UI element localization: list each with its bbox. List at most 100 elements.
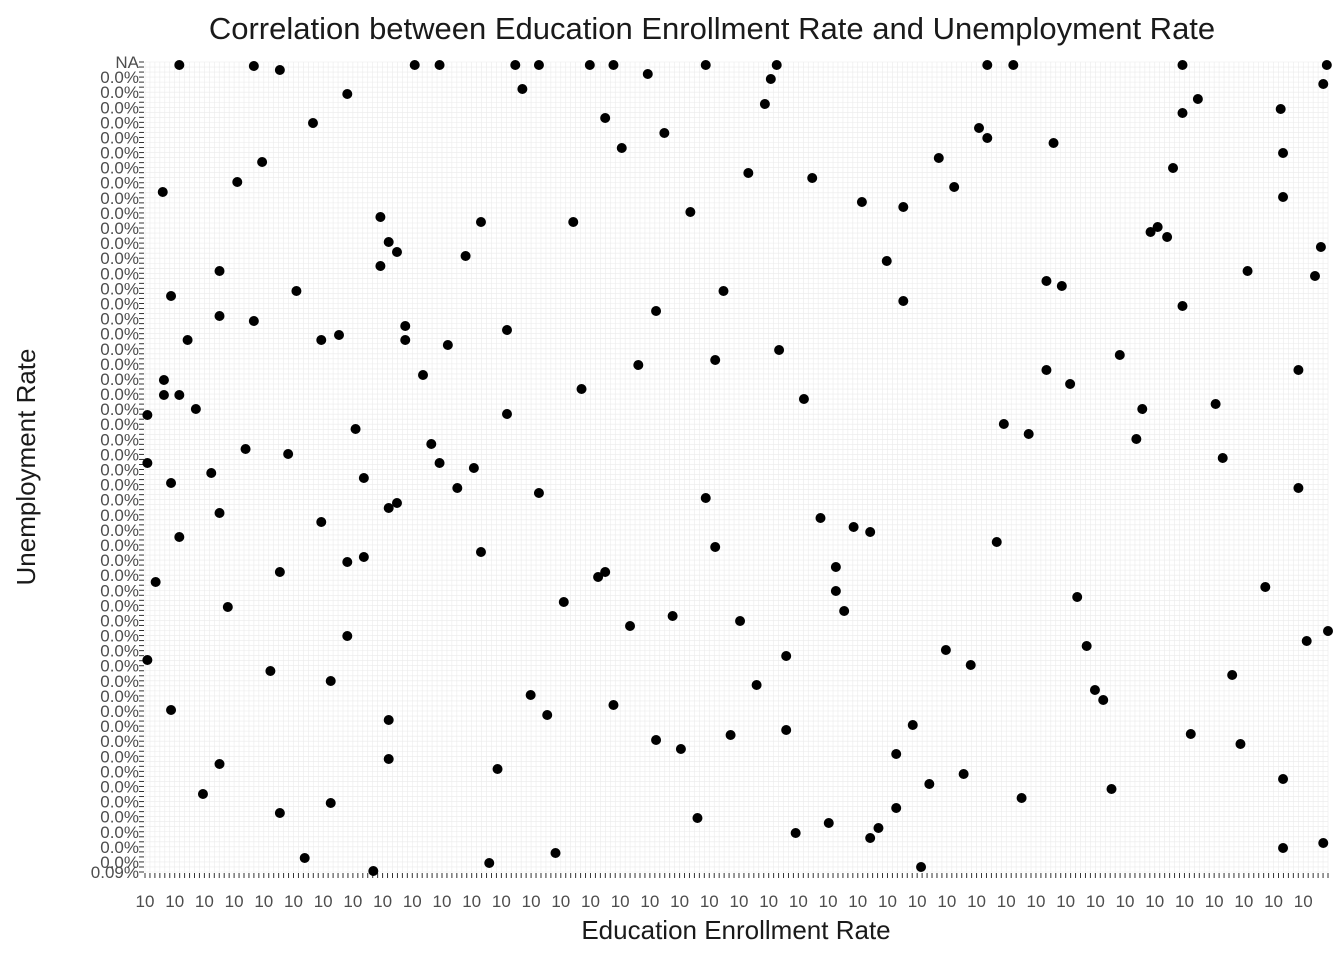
data-point (391, 498, 402, 508)
y-tick-label: 0.0% (100, 159, 139, 178)
data-point (533, 60, 544, 70)
y-tick-label: 0.0% (100, 581, 139, 600)
data-point (1041, 276, 1052, 286)
x-tick-label: 10 (581, 892, 600, 911)
y-tick-label: 0.0% (100, 174, 139, 193)
x-tick-label: 10 (462, 892, 481, 911)
data-point (958, 769, 969, 779)
data-point (659, 128, 670, 138)
data-point (865, 527, 876, 537)
data-point (974, 123, 985, 133)
data-point (501, 325, 512, 335)
data-point (400, 321, 411, 331)
data-point (206, 468, 217, 478)
data-point (1275, 104, 1286, 114)
y-tick-label: 0.0% (100, 294, 139, 313)
x-tick-label: 10 (1175, 892, 1194, 911)
data-point (248, 61, 259, 71)
data-point (1278, 774, 1289, 784)
data-points (142, 60, 1333, 876)
data-point (1137, 404, 1148, 414)
y-tick-label: 0.0% (100, 189, 139, 208)
y-tick-label: 0.0% (100, 279, 139, 298)
y-tick-label: 0.0% (100, 340, 139, 359)
data-point (248, 316, 259, 326)
data-point (1098, 695, 1109, 705)
y-tick-label: 0.0% (100, 717, 139, 736)
data-point (1072, 592, 1083, 602)
y-tick-label: 0.0% (100, 672, 139, 691)
data-point (933, 153, 944, 163)
data-point (182, 335, 193, 345)
data-point (625, 621, 636, 631)
data-point (434, 60, 445, 70)
data-point (991, 537, 1002, 547)
data-point (781, 651, 792, 661)
data-point (759, 99, 770, 109)
x-tick-label: 10 (759, 892, 778, 911)
x-tick-label: 10 (730, 892, 749, 911)
data-point (856, 197, 867, 207)
data-point (743, 168, 754, 178)
data-point (158, 375, 169, 385)
y-tick-label: 0.0% (100, 98, 139, 117)
data-point (1056, 281, 1067, 291)
x-tick-label: 10 (611, 892, 630, 911)
data-point (600, 567, 611, 577)
data-point (214, 508, 225, 518)
data-point (342, 631, 353, 641)
y-tick-label: 0.0% (100, 204, 139, 223)
data-point (174, 60, 185, 70)
data-point (166, 705, 177, 715)
y-tick-label: 0.0% (100, 747, 139, 766)
data-point (383, 503, 394, 513)
data-point (685, 207, 696, 217)
data-point (1177, 301, 1188, 311)
data-point (265, 666, 276, 676)
y-tick-label: 0.0% (100, 506, 139, 525)
data-point (1177, 60, 1188, 70)
data-point (190, 404, 201, 414)
y-tick-label: 0.0% (100, 219, 139, 238)
y-tick-label: 0.0% (100, 687, 139, 706)
data-point (240, 444, 251, 454)
data-point (576, 384, 587, 394)
x-tick-label: 10 (492, 892, 511, 911)
x-tick-label: 10 (314, 892, 333, 911)
y-tick-label: 0.0% (100, 611, 139, 630)
grid (144, 61, 1329, 873)
x-tick-label: 10 (522, 892, 541, 911)
data-point (1162, 232, 1173, 242)
data-point (924, 779, 935, 789)
data-point (1278, 148, 1289, 158)
data-point (642, 69, 653, 79)
data-point (1177, 108, 1188, 118)
y-tick-label: 0.0% (100, 445, 139, 464)
y-axis-ticks (139, 61, 144, 873)
data-point (434, 458, 445, 468)
data-point (771, 60, 782, 70)
data-point (1048, 138, 1059, 148)
data-point (214, 759, 225, 769)
y-axis-title: Unemployment Rate (11, 349, 41, 586)
data-point (442, 340, 453, 350)
y-tick-label: 0.0% (100, 566, 139, 585)
data-point (735, 616, 746, 626)
x-tick-label: 10 (789, 892, 808, 911)
data-point (1321, 60, 1332, 70)
y-tick-label: 0.0% (100, 113, 139, 132)
data-point (468, 463, 479, 473)
data-point (383, 237, 394, 247)
data-point (651, 306, 662, 316)
y-tick-label: 0.0% (100, 808, 139, 827)
data-point (700, 493, 711, 503)
data-point (383, 715, 394, 725)
data-point (710, 542, 721, 552)
x-tick-label: 10 (1205, 892, 1224, 911)
data-point (1131, 434, 1142, 444)
data-point (1023, 429, 1034, 439)
data-point (940, 645, 951, 655)
data-point (325, 676, 336, 686)
data-point (274, 567, 285, 577)
